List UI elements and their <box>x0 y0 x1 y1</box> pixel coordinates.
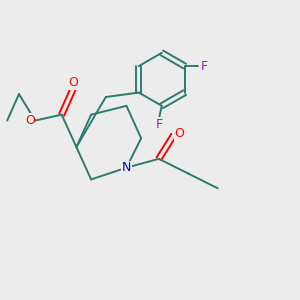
Text: F: F <box>155 118 162 131</box>
Text: O: O <box>175 127 184 140</box>
Text: F: F <box>200 60 207 73</box>
Text: O: O <box>68 76 78 89</box>
Text: N: N <box>122 161 131 174</box>
Text: O: O <box>25 114 35 127</box>
